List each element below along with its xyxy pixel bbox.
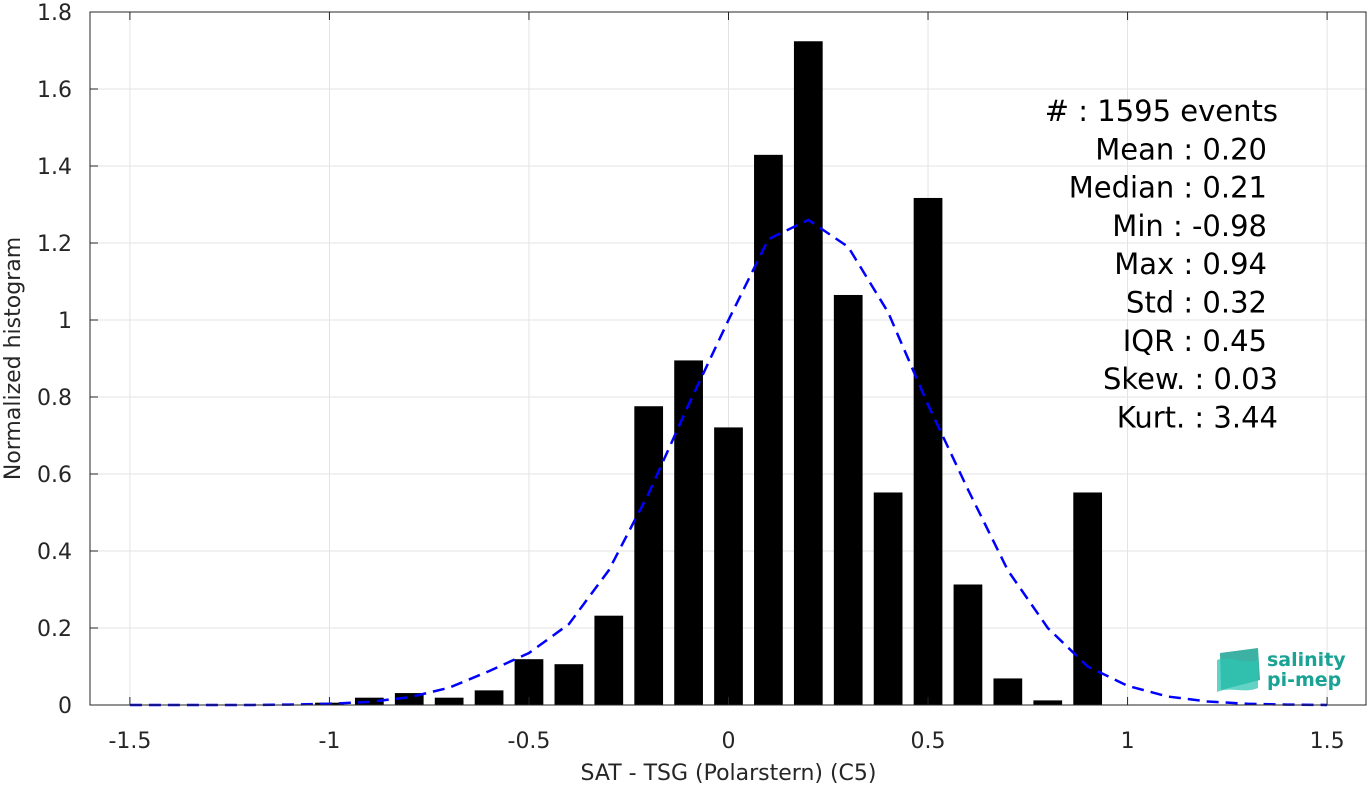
histogram-bar (554, 664, 584, 705)
statistic-line: Mean : 0.20 (1095, 132, 1267, 166)
histogram-bar (434, 697, 464, 705)
statistics-annotations: # : 1595 events Mean : 0.20 Median : 0.21 M… (1045, 94, 1278, 434)
y-tick-label: 0.6 (37, 463, 72, 488)
histogram-bar (913, 197, 943, 705)
y-tick-label: 1.2 (37, 232, 72, 257)
y-tick-label: 1.4 (37, 155, 72, 180)
histogram-bar (634, 406, 664, 705)
y-tick-label: 1 (58, 309, 72, 334)
histogram-bar (953, 584, 983, 705)
ticks: -1.5 -1 -0.5 0 0.5 1 1.5 0 0.2 0.4 0.6 0.8 1 1.2 1.4 1.… (37, 1, 1345, 754)
statistic-line: Min : -0.98 (1112, 209, 1267, 243)
histogram-bar (714, 427, 743, 705)
logo-text-line1: salinity (1267, 649, 1346, 671)
statistic-line: Median : 0.21 (1069, 171, 1267, 205)
x-tick-label: 0 (722, 729, 736, 754)
x-tick-label: 0.5 (911, 729, 946, 754)
histogram-bar (394, 693, 424, 705)
histogram-bar (594, 615, 624, 705)
x-tick-label: 1 (1121, 729, 1135, 754)
logo-text-line2: pi-mep (1267, 669, 1341, 691)
logo-wave-icon-layer (1217, 658, 1258, 692)
y-tick-label: 0.4 (37, 540, 72, 565)
x-tick-label: -1 (318, 729, 340, 754)
histogram-bar (793, 41, 823, 705)
statistic-line: Max : 0.94 (1114, 247, 1267, 281)
histogram-bar (674, 360, 703, 705)
statistic-line: Skew. : 0.03 (1103, 362, 1278, 396)
y-tick-label: 0 (58, 694, 72, 719)
histogram-bar (754, 154, 783, 705)
x-tick-label: -0.5 (508, 729, 551, 754)
histogram-bar (1033, 700, 1063, 705)
x-tick-label: -1.5 (108, 729, 151, 754)
y-tick-label: 0.8 (37, 386, 72, 411)
histogram-bar (1073, 492, 1103, 705)
histogram-bar (474, 690, 504, 705)
x-axis-label: SAT - TSG (Polarstern) (C5) (580, 761, 876, 785)
statistic-line: Std : 0.32 (1126, 286, 1267, 320)
y-tick-label: 1.8 (37, 1, 72, 26)
bars (315, 41, 1103, 705)
y-tick-label: 0.2 (37, 617, 72, 642)
statistic-line: IQR : 0.45 (1123, 324, 1267, 358)
statistic-line: Kurt. : 3.44 (1117, 400, 1278, 434)
histogram-bar (833, 294, 863, 705)
statistic-line: # : 1595 events (1045, 94, 1278, 128)
histogram-bar (993, 678, 1023, 705)
y-tick-label: 1.6 (37, 78, 72, 103)
x-tick-label: 1.5 (1310, 729, 1345, 754)
histogram-bar (873, 492, 903, 705)
salinity-pi-mep-logo: salinity pi-mep (1217, 648, 1346, 692)
y-axis-label: Normalized histogram (1, 237, 26, 480)
